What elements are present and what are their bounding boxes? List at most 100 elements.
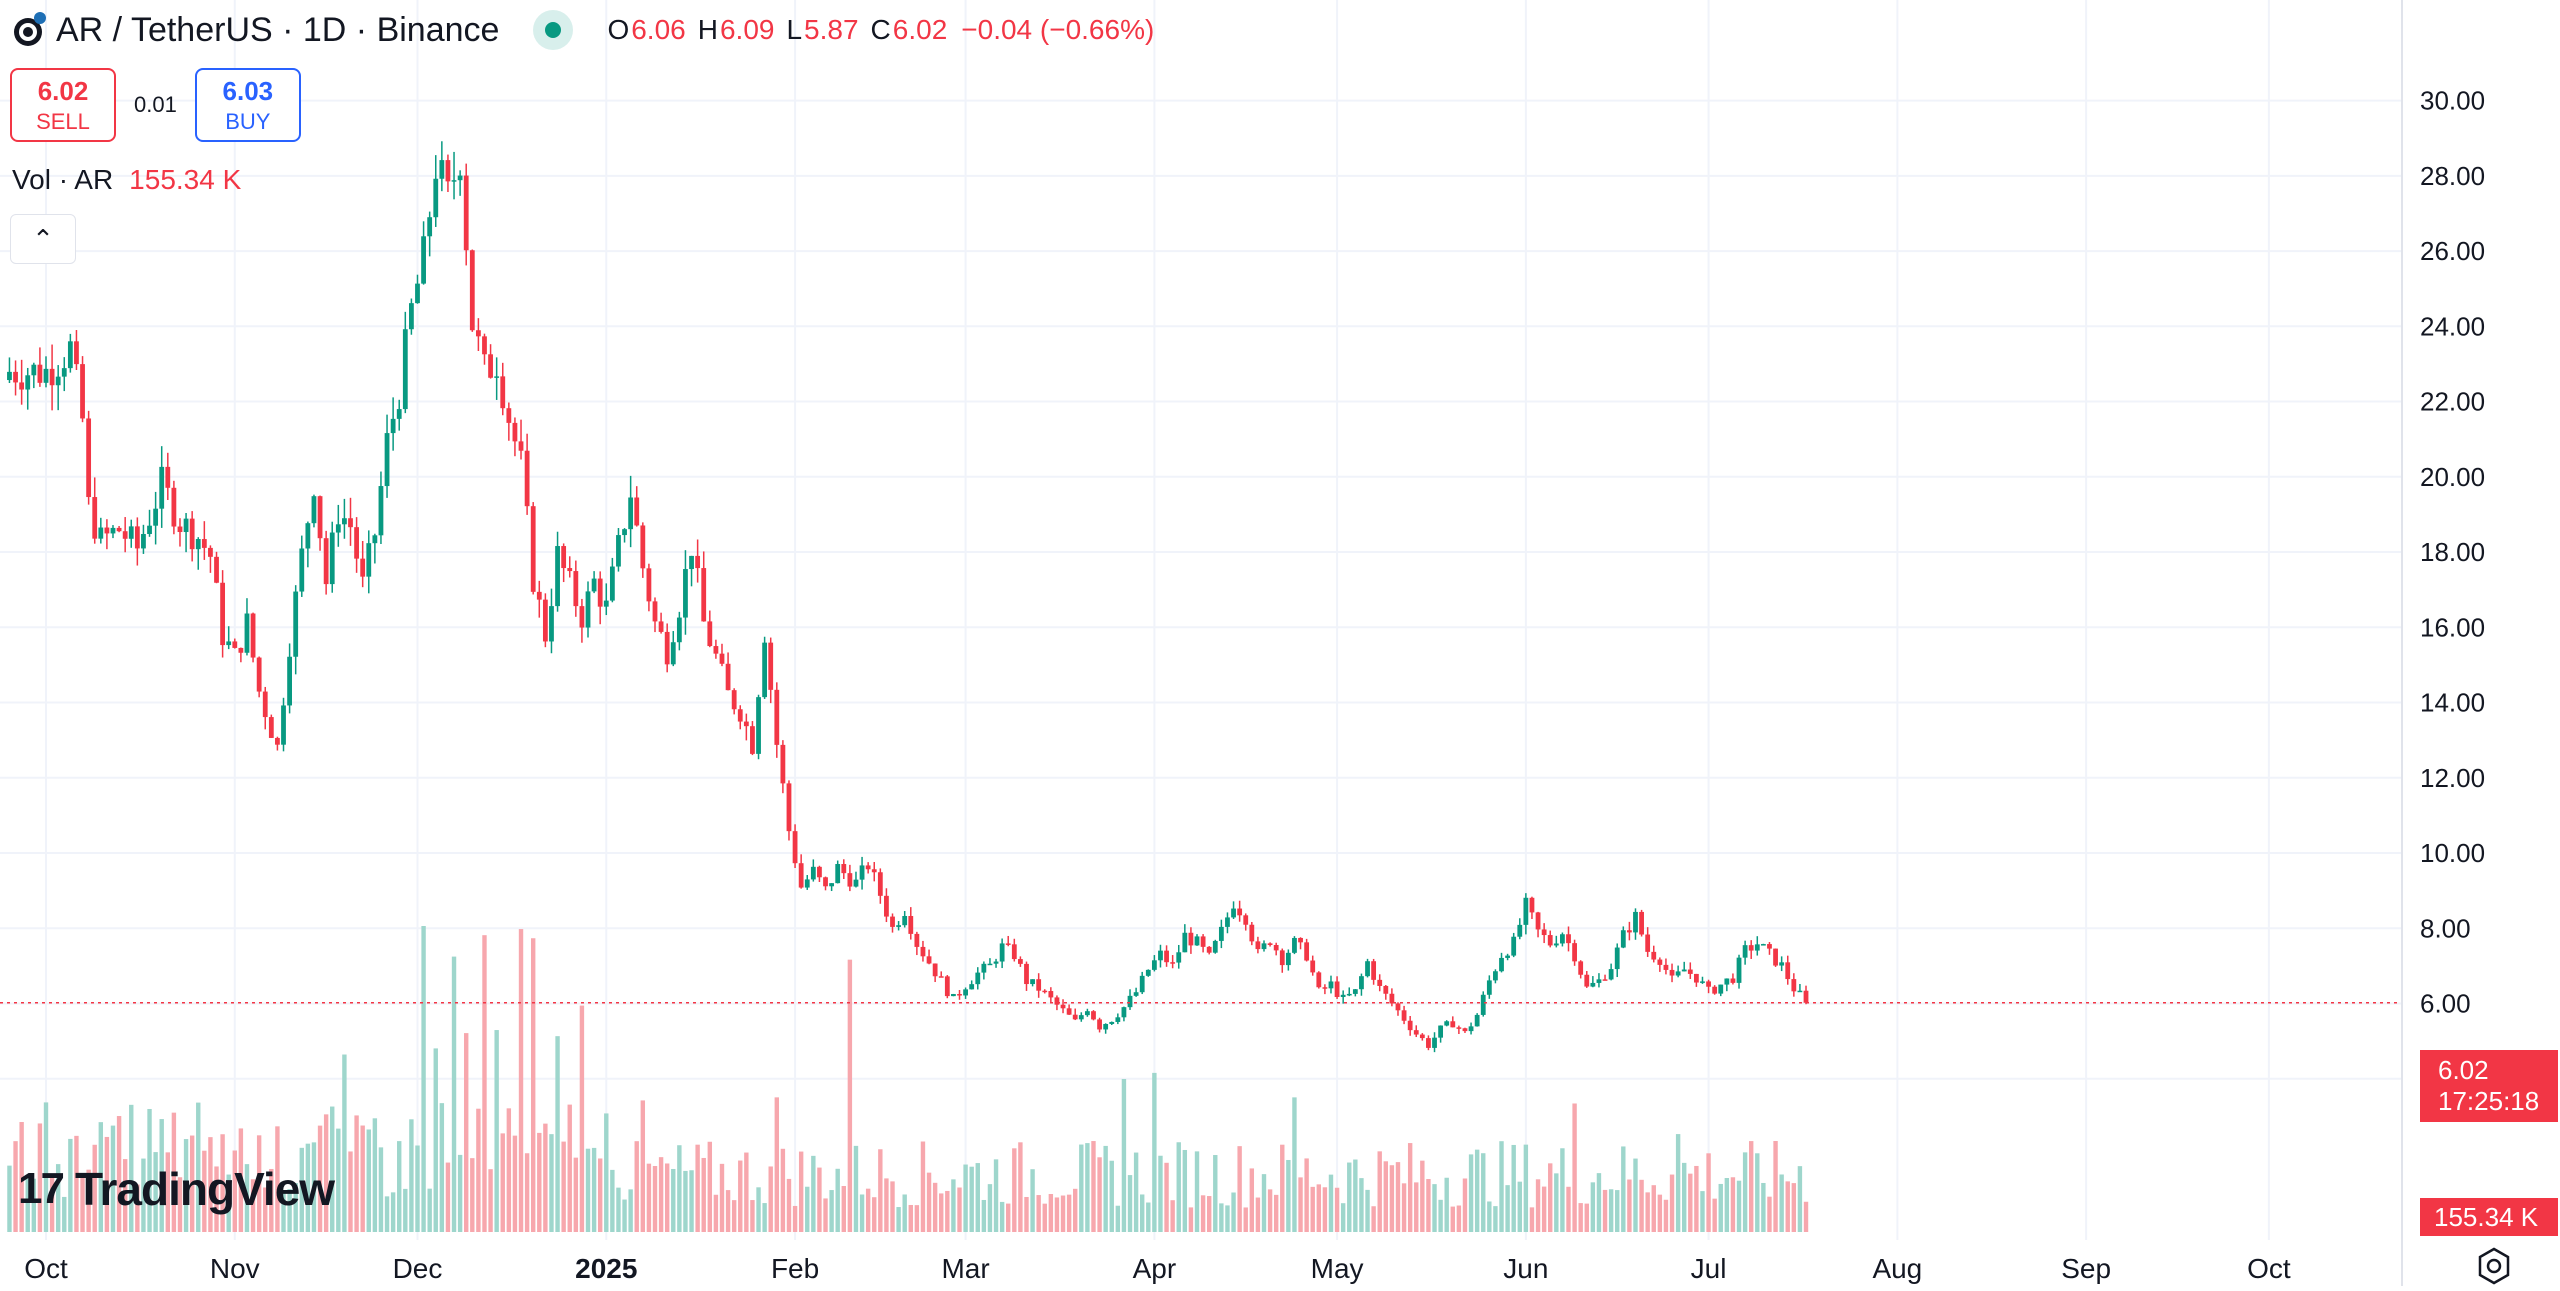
y-tick-label: 22.00 [2420,387,2485,417]
buy-button[interactable]: 6.03 BUY [194,68,301,142]
open-value: 6.06 [631,14,686,45]
spread-value: 0.01 [134,92,177,117]
volume-bar [1444,1177,1449,1232]
candle-body [597,578,603,607]
volume-bar [1152,1072,1157,1232]
candle-body [1182,932,1188,953]
candle-body [482,336,487,355]
candle-body [153,508,159,526]
volume-bar [311,1142,317,1232]
sell-price: 6.02 [37,75,89,106]
volume-bar [250,1179,256,1232]
candle [1675,965,1681,978]
market-status-indicator[interactable] [533,10,574,50]
volume-bar [269,1168,274,1232]
candle-body [25,375,31,390]
volume-bar [397,1141,402,1232]
candle [1486,975,1492,999]
volume-bar [1517,1181,1522,1232]
volume-bar [7,1165,12,1232]
symbol-title[interactable]: AR / TetherUS · 1D · Binance [56,10,500,49]
candle-body [348,518,353,528]
volume-bar [1730,1177,1736,1232]
candle-body [1292,937,1297,953]
candle [1748,940,1754,959]
candle-body [1066,1008,1072,1015]
volume-bar [86,1169,91,1232]
gear-icon[interactable] [2474,1246,2514,1286]
candle [1608,963,1614,981]
volume-legend[interactable]: Vol · AR 155.34 K [12,164,241,196]
volume-bar [823,1198,828,1232]
candle-body [756,697,761,754]
volume-bar [1267,1189,1273,1232]
volume-bar [1030,1169,1035,1232]
candle [13,360,18,396]
volume-bar [1353,1159,1358,1232]
candle-body [1730,978,1736,983]
volume-bar [798,1151,804,1232]
candle-body [1468,1026,1474,1032]
candle [585,581,591,638]
candle-body [1499,957,1504,972]
candle [737,705,743,730]
candle [1663,958,1669,975]
candle-body [701,568,707,622]
x-tick-label: Aug [1872,1253,1922,1284]
candle-body [92,497,98,539]
candle [926,949,932,965]
x-tick-label: Nov [210,1253,260,1284]
volume-bar [835,1168,840,1232]
candle [1754,936,1760,956]
candle-body [214,556,219,583]
volume-bar [549,1134,554,1232]
candle [1164,945,1169,967]
candle [1298,937,1303,950]
open-label: O [607,14,630,45]
candle-body [1060,1004,1066,1009]
candle-body [402,329,408,410]
collapse-legend-button[interactable]: ⌃ [10,214,76,264]
candle [1584,971,1590,988]
candle [567,556,573,578]
volume-bar [1316,1184,1322,1232]
candle-body [104,527,110,534]
candle-body [932,963,938,977]
candle-body [1760,944,1766,946]
candle [463,163,469,266]
candle [609,557,615,603]
candle-body [737,709,743,722]
candle [494,357,500,400]
candle [1255,936,1261,954]
sell-button[interactable]: 6.02 SELL [10,68,116,142]
tradingview-logo[interactable]: 17 TradingView [18,1162,335,1216]
candle-body [421,236,426,284]
candle-body [226,641,232,646]
candle-body [1328,981,1334,989]
candle [250,612,256,663]
candle [342,498,347,539]
candle [7,357,12,384]
candle [719,643,725,667]
volume-bar [981,1199,987,1232]
volume-bar [1584,1203,1589,1232]
candle [1072,1008,1078,1021]
volume-label: Vol · AR [12,164,114,195]
volume-bar [226,1174,231,1232]
candle [817,865,822,883]
candle-body [987,963,993,966]
candle [1633,908,1638,940]
volume-bar [1401,1183,1407,1232]
volume-bar [567,1104,572,1232]
candle-body [1225,917,1230,927]
volume-bar [792,1205,798,1232]
volume-bar [1566,1186,1571,1232]
volume-bar [31,1178,37,1232]
volume-bar [1535,1179,1541,1232]
candle [579,598,585,643]
candle-body [183,518,189,533]
candle-body [646,568,652,602]
candle [31,362,37,389]
candle-body [506,408,512,423]
